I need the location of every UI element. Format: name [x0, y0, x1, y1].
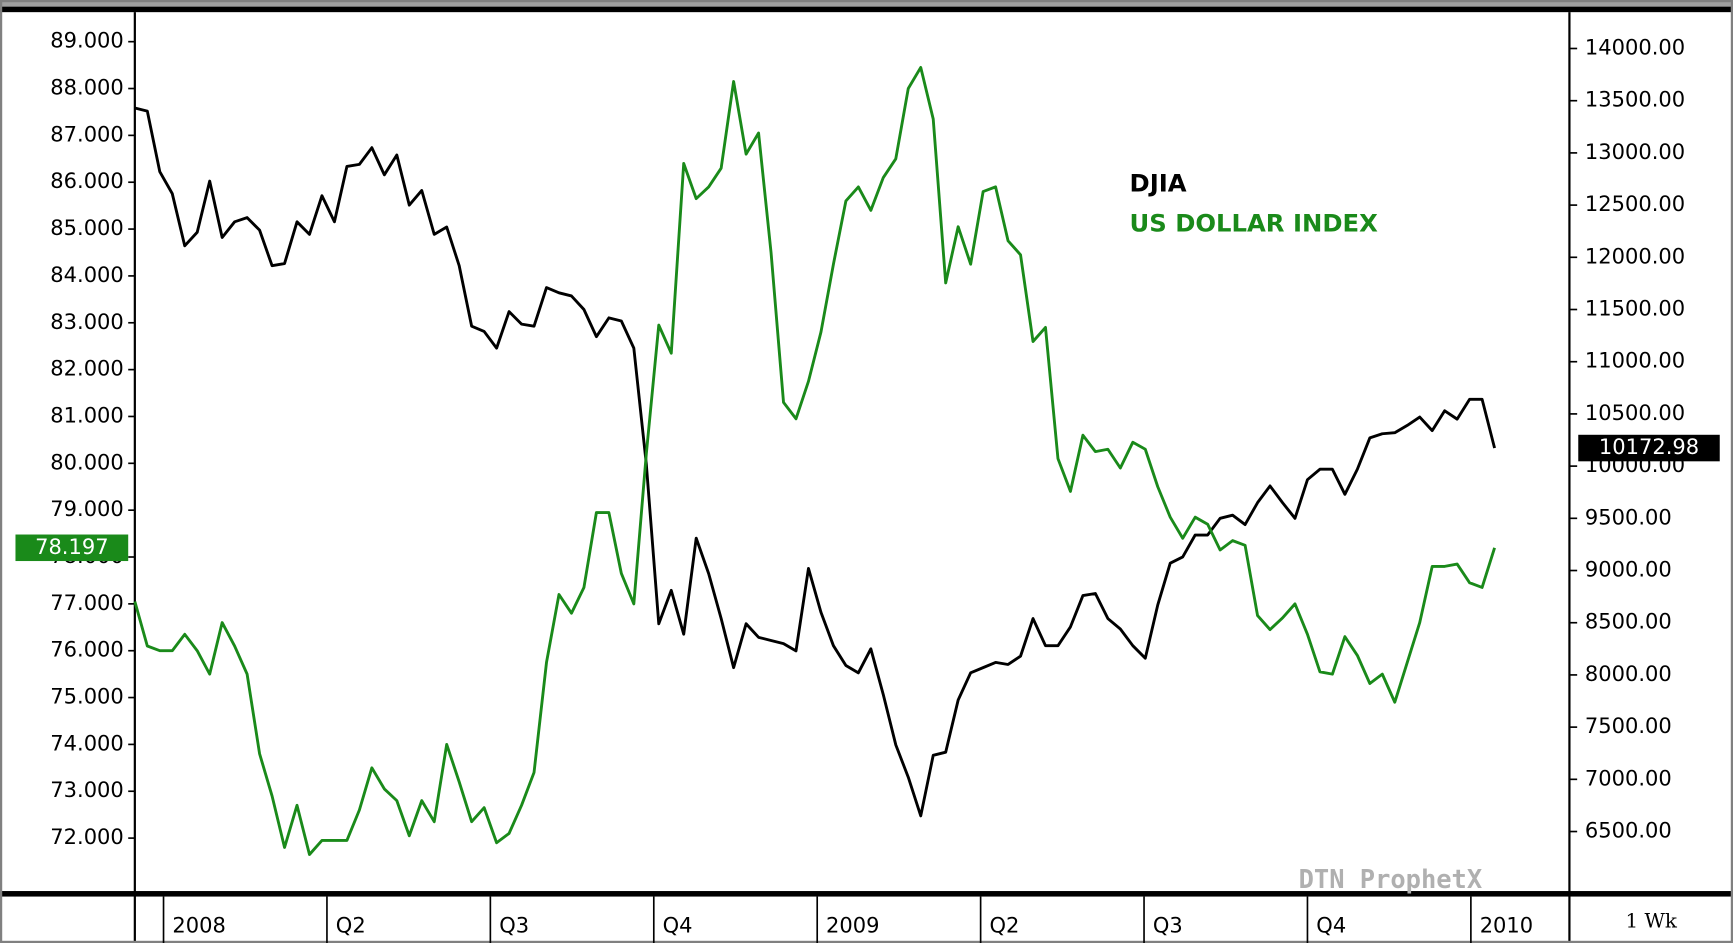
y2-tick-label: 13000.00	[1585, 140, 1685, 164]
y-tick-label: 72.000	[50, 825, 123, 849]
y-tick-label: 77.000	[50, 591, 123, 615]
last-value-box	[15, 534, 129, 562]
y-tick-label: 89.000	[50, 29, 123, 53]
y-tick-label: 86.000	[50, 169, 123, 193]
last-value-label: 10172.98	[1599, 435, 1699, 459]
y2-tick-label: 9500.00	[1585, 505, 1672, 529]
y2-tick-label: 11500.00	[1585, 297, 1685, 321]
y-tick-label: 81.000	[50, 403, 123, 427]
legend-label: DJIA	[1130, 169, 1187, 198]
y2-tick-label: 13500.00	[1585, 88, 1685, 112]
y2-tick-label: 14000.00	[1585, 35, 1685, 59]
y2-tick-label: 12500.00	[1585, 192, 1685, 216]
bottom-rule	[0, 891, 1733, 897]
y2-tick-label: 7000.00	[1585, 766, 1672, 790]
last-value-label: 78.197	[35, 535, 108, 559]
interval-label: 1 Wk	[1625, 909, 1677, 932]
watermark: DTN ProphetX	[1299, 864, 1483, 894]
y2-tick-label: 12000.00	[1585, 244, 1685, 268]
y-tick-label: 85.000	[50, 216, 123, 240]
y-tick-label: 80.000	[50, 450, 123, 474]
x-tick-label: 2010	[1480, 913, 1533, 937]
y-tick-label: 75.000	[50, 685, 123, 709]
x-tick-label: 2009	[826, 913, 879, 937]
y-tick-label: 84.000	[50, 263, 123, 287]
y2-tick-label: 11000.00	[1585, 349, 1685, 373]
y2-tick-label: 10500.00	[1585, 401, 1685, 425]
last-value-box	[1578, 434, 1720, 462]
legend-label: US DOLLAR INDEX	[1130, 208, 1379, 237]
y-tick-label: 76.000	[50, 638, 123, 662]
y-tick-label: 83.000	[50, 310, 123, 334]
y-tick-label: 88.000	[50, 76, 123, 100]
y-tick-label: 74.000	[50, 731, 123, 755]
y-tick-label: 79.000	[50, 497, 123, 521]
x-tick-label: Q3	[1153, 913, 1183, 937]
x-tick-label: Q2	[989, 913, 1019, 937]
x-tick-label: Q4	[1316, 913, 1346, 937]
y2-tick-label: 8000.00	[1585, 662, 1672, 686]
y-tick-label: 82.000	[50, 357, 123, 381]
series-line	[134, 106, 1496, 818]
y2-tick-label: 8500.00	[1585, 610, 1672, 634]
top-bar	[0, 0, 1733, 7]
x-tick-label: 2008	[172, 913, 225, 937]
x-tick-label: Q3	[499, 913, 529, 937]
y-tick-label: 73.000	[50, 778, 123, 802]
x-tick-label: Q4	[663, 913, 693, 937]
y2-tick-label: 7500.00	[1585, 714, 1672, 738]
x-tick-label: Q2	[336, 913, 366, 937]
y2-tick-label: 6500.00	[1585, 819, 1672, 843]
y2-tick-label: 9000.00	[1585, 558, 1672, 582]
top-rule	[0, 6, 1733, 13]
y-tick-label: 87.000	[50, 122, 123, 146]
series-line	[133, 66, 1496, 856]
